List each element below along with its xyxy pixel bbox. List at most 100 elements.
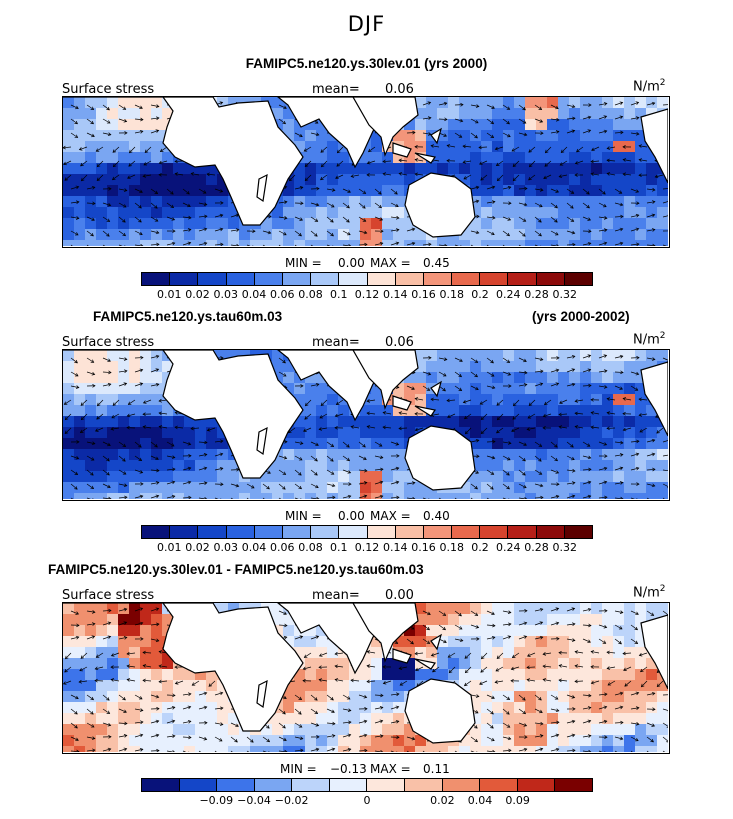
wind-vector [582,241,592,246]
field-cell [470,603,482,615]
field-cell [96,141,108,153]
field-cell [591,361,603,373]
wind-vector [630,131,640,136]
field-cell [184,218,196,230]
field-cell [195,680,207,692]
field-cell [514,361,526,373]
wind-vector [382,411,392,415]
wind-vector [630,706,640,710]
wind-vector [214,452,224,457]
field-cell [173,174,185,186]
field-cell [107,383,119,395]
wind-vector [102,441,111,447]
field-cell [646,196,658,208]
field-cell [184,185,196,197]
wind-vector [142,399,152,404]
field-cell [580,141,592,153]
field-cell [426,361,438,373]
field-cell [470,471,482,483]
panel-1-colorbar-ticks: 0.01 0.02 0.03 0.04 0.06 0.08 0.1 0.12 0.14 0.16 0… [141,288,593,302]
field-cell [140,658,152,670]
field-cell [327,207,339,219]
field-cell [613,163,625,175]
wind-vector [118,694,126,701]
wind-vector [454,357,463,363]
field-cell [580,427,592,439]
field-cell [657,735,668,747]
field-cell [173,482,185,494]
field-cell [591,427,603,439]
field-cell [338,207,350,219]
wind-vector [470,230,480,235]
field-cell [602,394,614,406]
wind-vector [118,621,128,626]
field-cell [162,614,174,626]
wind-vector [174,159,184,164]
field-cell [217,746,229,752]
field-cell [151,438,163,450]
wind-vector [158,679,168,684]
field-cell [305,493,317,499]
field-cell [96,625,108,637]
field-cell [261,240,273,246]
field-cell [173,438,185,450]
wind-vector [559,399,568,404]
wind-vector [70,185,80,190]
field-cell [481,493,493,499]
wind-vector [534,369,544,374]
field-cell [481,405,493,417]
wind-vector [134,355,144,360]
field-cell [140,185,152,197]
wind-vector [470,438,480,443]
wind-vector [534,708,543,714]
field-cell [459,647,471,659]
wind-vector [598,692,608,697]
wind-vector [102,244,106,246]
field-cell [74,383,86,395]
wind-vector [159,146,168,152]
field-cell [151,163,163,175]
field-cell [646,97,658,109]
field-cell [294,207,306,219]
wind-vector [630,439,640,444]
wind-vector [294,230,302,237]
field-cell [437,372,449,384]
field-cell [525,636,537,648]
wind-vector [534,495,544,499]
field-cell [514,207,526,219]
wind-vector [128,146,136,154]
field-cell [173,207,185,219]
field-cell [195,460,207,472]
field-cell [437,108,449,120]
wind-vector [566,441,574,448]
field-cell [602,130,614,142]
field-cell [536,614,548,626]
field-cell [635,350,647,362]
field-cell [514,680,526,692]
wind-vector [598,480,608,485]
wind-vector [70,132,79,138]
field-cell [404,647,416,659]
field-cell [283,229,295,241]
field-cell [569,680,581,692]
field-cell [569,174,581,186]
field-cell [481,350,493,362]
wind-vector [294,244,297,246]
field-cell [239,746,251,752]
field-cell [305,174,317,186]
field-cell [118,383,130,395]
panel-1-mean-label: mean= [312,82,360,97]
field-cell [635,691,647,703]
field-cell [547,647,559,659]
field-cell [624,460,636,472]
field-cell [129,449,141,461]
field-cell [151,229,163,241]
wind-vector [414,412,424,416]
field-cell [547,669,559,681]
field-cell [613,493,625,499]
wind-vector [182,480,192,485]
wind-vector [454,118,464,123]
field-cell [371,669,383,681]
field-cell [140,207,152,219]
field-cell [492,196,504,208]
